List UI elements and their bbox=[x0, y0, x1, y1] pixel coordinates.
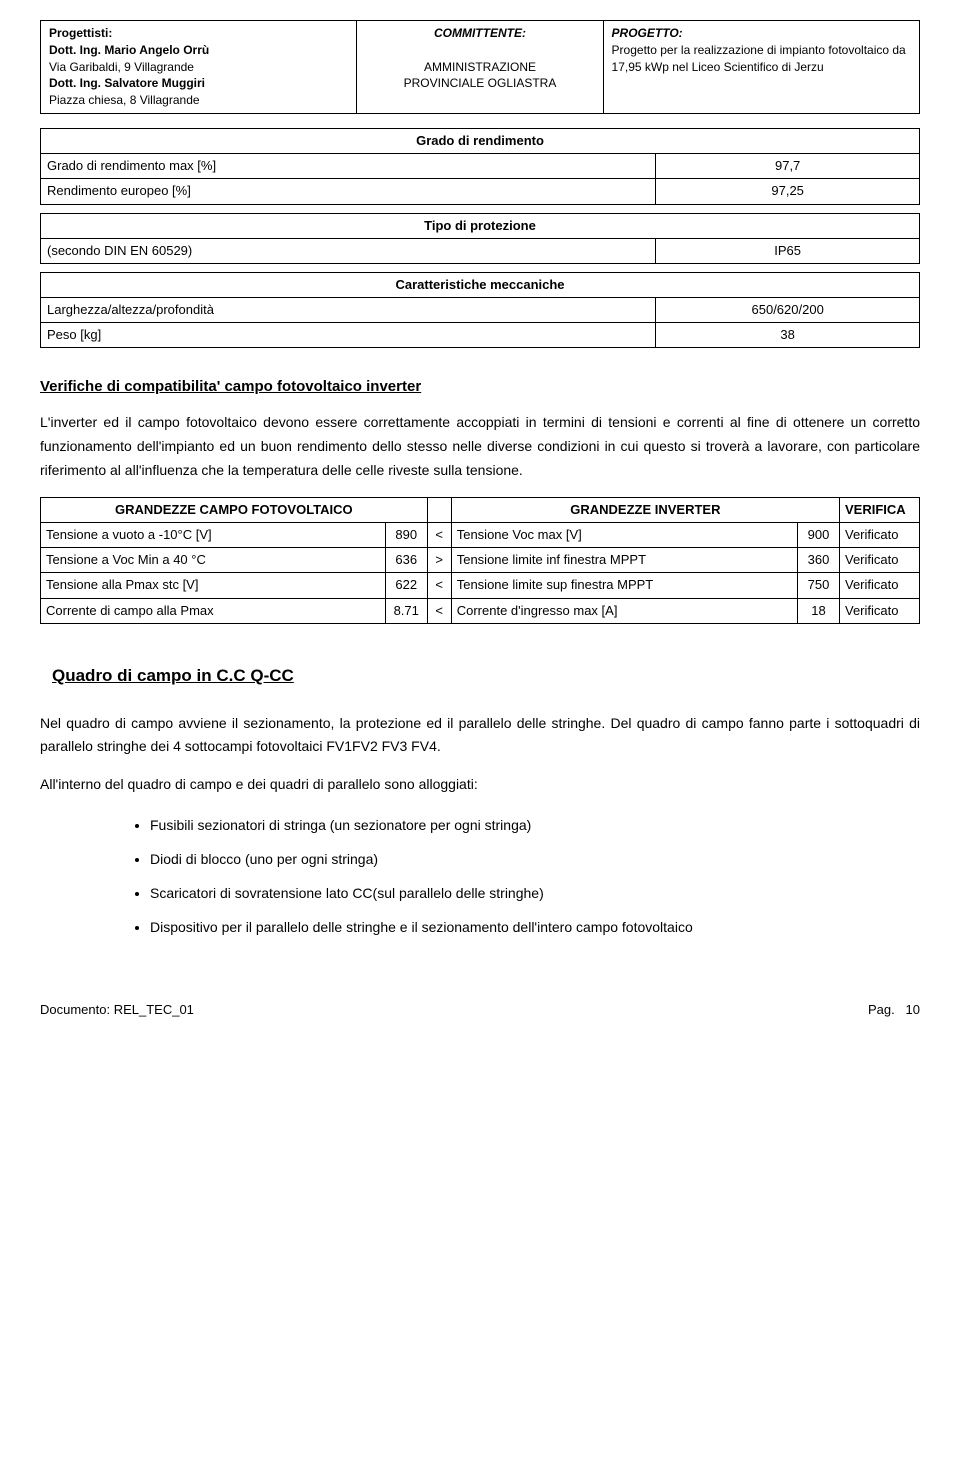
vt-lv: 622 bbox=[385, 573, 427, 598]
bullet-list: Fusibili sezionatori di stringa (un sezi… bbox=[150, 811, 920, 941]
verif-para: L'inverter ed il campo fotovoltaico devo… bbox=[40, 411, 920, 482]
verif-heading: Verifiche di compatibilita' campo fotovo… bbox=[40, 376, 920, 397]
vt-l: Corrente di campo alla Pmax bbox=[41, 598, 386, 623]
doc-header-table: Progettisti: Dott. Ing. Mario Angelo Orr… bbox=[40, 20, 920, 114]
verify-table: GRANDEZZE CAMPO FOTOVOLTAICO GRANDEZZE I… bbox=[40, 497, 920, 624]
grado-table: Grado di rendimento Grado di rendimento … bbox=[40, 128, 920, 205]
grado-r1-val: 97,7 bbox=[656, 154, 920, 179]
list-item: Scaricatori di sovratensione lato CC(sul… bbox=[150, 879, 920, 907]
vt-r: Tensione limite sup finestra MPPT bbox=[451, 573, 797, 598]
vt-r: Tensione limite inf finestra MPPT bbox=[451, 548, 797, 573]
hdr-col1-l2: Via Garibaldi, 9 Villagrande bbox=[49, 60, 194, 74]
table-row: Tensione a vuoto a -10°C [V]890<Tensione… bbox=[41, 523, 920, 548]
vt-h-right: GRANDEZZE INVERTER bbox=[451, 497, 839, 522]
mecc-r2-val: 38 bbox=[656, 323, 920, 348]
tipo-r1-val: IP65 bbox=[656, 238, 920, 263]
vt-rv: 18 bbox=[798, 598, 840, 623]
vt-ver: Verificato bbox=[840, 523, 920, 548]
hdr-col2-l1: AMMINISTRAZIONE bbox=[424, 60, 536, 74]
mecc-r1-label: Larghezza/altezza/profondità bbox=[41, 298, 656, 323]
mecc-title: Caratteristiche meccaniche bbox=[41, 272, 920, 297]
tipo-table: Tipo di protezione (secondo DIN EN 60529… bbox=[40, 213, 920, 264]
quadro-title: Quadro di campo in C.C Q-CC bbox=[52, 664, 920, 688]
list-item: Dispositivo per il parallelo delle strin… bbox=[150, 913, 920, 941]
vt-rv: 750 bbox=[798, 573, 840, 598]
vt-h-op bbox=[427, 497, 451, 522]
hdr-col1-title: Progettisti: bbox=[49, 26, 112, 40]
table-row: Tensione alla Pmax stc [V]622<Tensione l… bbox=[41, 573, 920, 598]
tipo-title: Tipo di protezione bbox=[41, 213, 920, 238]
footer-right-num: 10 bbox=[906, 1002, 920, 1017]
quadro-p1: Nel quadro di campo avviene il sezioname… bbox=[40, 712, 920, 760]
vt-lv: 890 bbox=[385, 523, 427, 548]
vt-ver: Verificato bbox=[840, 598, 920, 623]
grado-title: Grado di rendimento bbox=[41, 128, 920, 153]
vt-lv: 8.71 bbox=[385, 598, 427, 623]
table-row: Tensione a Voc Min a 40 °C636>Tensione l… bbox=[41, 548, 920, 573]
footer-right: Pag. 10 bbox=[868, 1001, 920, 1019]
vt-ver: Verificato bbox=[840, 548, 920, 573]
vt-rv: 900 bbox=[798, 523, 840, 548]
vt-l: Tensione a vuoto a -10°C [V] bbox=[41, 523, 386, 548]
vt-l: Tensione a Voc Min a 40 °C bbox=[41, 548, 386, 573]
vt-h-ver: VERIFICA bbox=[840, 497, 920, 522]
grado-r1-label: Grado di rendimento max [%] bbox=[41, 154, 656, 179]
vt-h-left: GRANDEZZE CAMPO FOTOVOLTAICO bbox=[41, 497, 428, 522]
vt-ver: Verificato bbox=[840, 573, 920, 598]
vt-r: Tensione Voc max [V] bbox=[451, 523, 797, 548]
hdr-col1-l4: Piazza chiesa, 8 Villagrande bbox=[49, 93, 200, 107]
mecc-table: Caratteristiche meccaniche Larghezza/alt… bbox=[40, 272, 920, 349]
hdr-col2-title: COMMITTENTE: bbox=[434, 26, 526, 40]
hdr-col3-title: PROGETTO: bbox=[612, 26, 683, 40]
hdr-col1-l3: Dott. Ing. Salvatore Muggiri bbox=[49, 76, 205, 90]
footer-right-label: Pag. bbox=[868, 1002, 895, 1017]
vt-op: < bbox=[427, 598, 451, 623]
vt-r: Corrente d'ingresso max [A] bbox=[451, 598, 797, 623]
hdr-col3-l1: Progetto per la realizzazione di impiant… bbox=[612, 43, 906, 74]
table-row: Corrente di campo alla Pmax8.71<Corrente… bbox=[41, 598, 920, 623]
grado-r2-label: Rendimento europeo [%] bbox=[41, 179, 656, 204]
vt-l: Tensione alla Pmax stc [V] bbox=[41, 573, 386, 598]
hdr-col2-l2: PROVINCIALE OGLIASTRA bbox=[404, 76, 557, 90]
vt-op: < bbox=[427, 573, 451, 598]
mecc-r1-val: 650/620/200 bbox=[656, 298, 920, 323]
quadro-p2: All'interno del quadro di campo e dei qu… bbox=[40, 773, 920, 797]
vt-op: < bbox=[427, 523, 451, 548]
vt-rv: 360 bbox=[798, 548, 840, 573]
vt-op: > bbox=[427, 548, 451, 573]
vt-lv: 636 bbox=[385, 548, 427, 573]
hdr-col1-l1: Dott. Ing. Mario Angelo Orrù bbox=[49, 43, 209, 57]
mecc-r2-label: Peso [kg] bbox=[41, 323, 656, 348]
list-item: Fusibili sezionatori di stringa (un sezi… bbox=[150, 811, 920, 839]
grado-r2-val: 97,25 bbox=[656, 179, 920, 204]
page-footer: Documento: REL_TEC_01 Pag. 10 bbox=[40, 1001, 920, 1019]
footer-left: Documento: REL_TEC_01 bbox=[40, 1001, 194, 1019]
tipo-r1-label: (secondo DIN EN 60529) bbox=[41, 238, 656, 263]
list-item: Diodi di blocco (uno per ogni stringa) bbox=[150, 845, 920, 873]
